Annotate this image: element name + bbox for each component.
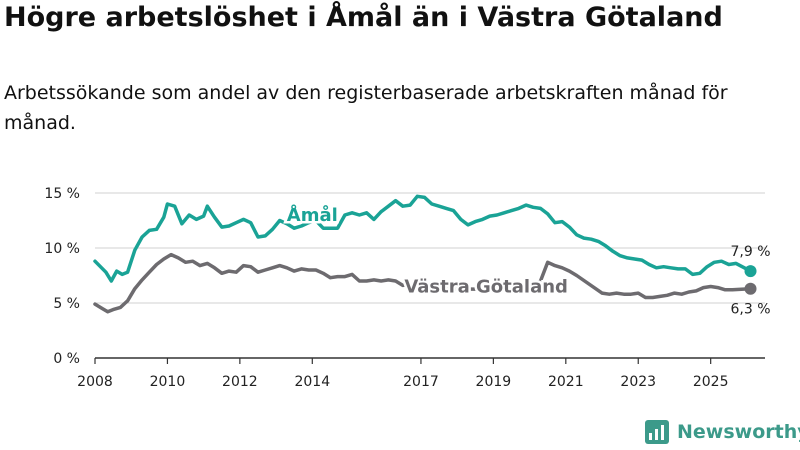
series-label-vastra-gotaland: Västra Götaland bbox=[404, 276, 568, 297]
x-tick-label: 2010 bbox=[150, 374, 186, 390]
x-tick-label: 2017 bbox=[403, 374, 439, 390]
x-tick-label: 2023 bbox=[620, 374, 656, 390]
series-line-amal bbox=[93, 194, 753, 283]
bar-chart-icon bbox=[645, 420, 669, 444]
series-label-amal: Åmål bbox=[287, 203, 338, 226]
y-tick-label: 5 % bbox=[53, 296, 80, 312]
end-label-vastra-gotaland: 6,3 % bbox=[730, 302, 770, 318]
end-label-amal: 7,9 % bbox=[730, 244, 770, 260]
brand-logo: Newsworthy bbox=[645, 420, 800, 444]
chart-subtitle: Arbetssökande som andel av den registerb… bbox=[4, 82, 728, 134]
x-tick-label: 2012 bbox=[222, 374, 258, 390]
y-tick-label: 15 % bbox=[44, 186, 80, 202]
y-tick-label: 0 % bbox=[53, 351, 80, 367]
endpoint-vastra-gotaland bbox=[744, 282, 757, 295]
chart-title: Högre arbetslöshet i Åmål än i Västra Gö… bbox=[4, 2, 723, 33]
x-tick-label: 2019 bbox=[476, 374, 512, 390]
endpoint-amal bbox=[744, 265, 757, 278]
series-line-vastra-gotaland bbox=[93, 252, 753, 314]
x-tick-label: 2021 bbox=[548, 374, 584, 390]
x-tick-label: 2014 bbox=[294, 374, 330, 390]
x-tick-label: 2025 bbox=[693, 374, 729, 390]
brand-name: Newsworthy bbox=[677, 421, 800, 443]
x-tick-label: 2008 bbox=[77, 374, 113, 390]
y-tick-label: 10 % bbox=[44, 241, 80, 257]
